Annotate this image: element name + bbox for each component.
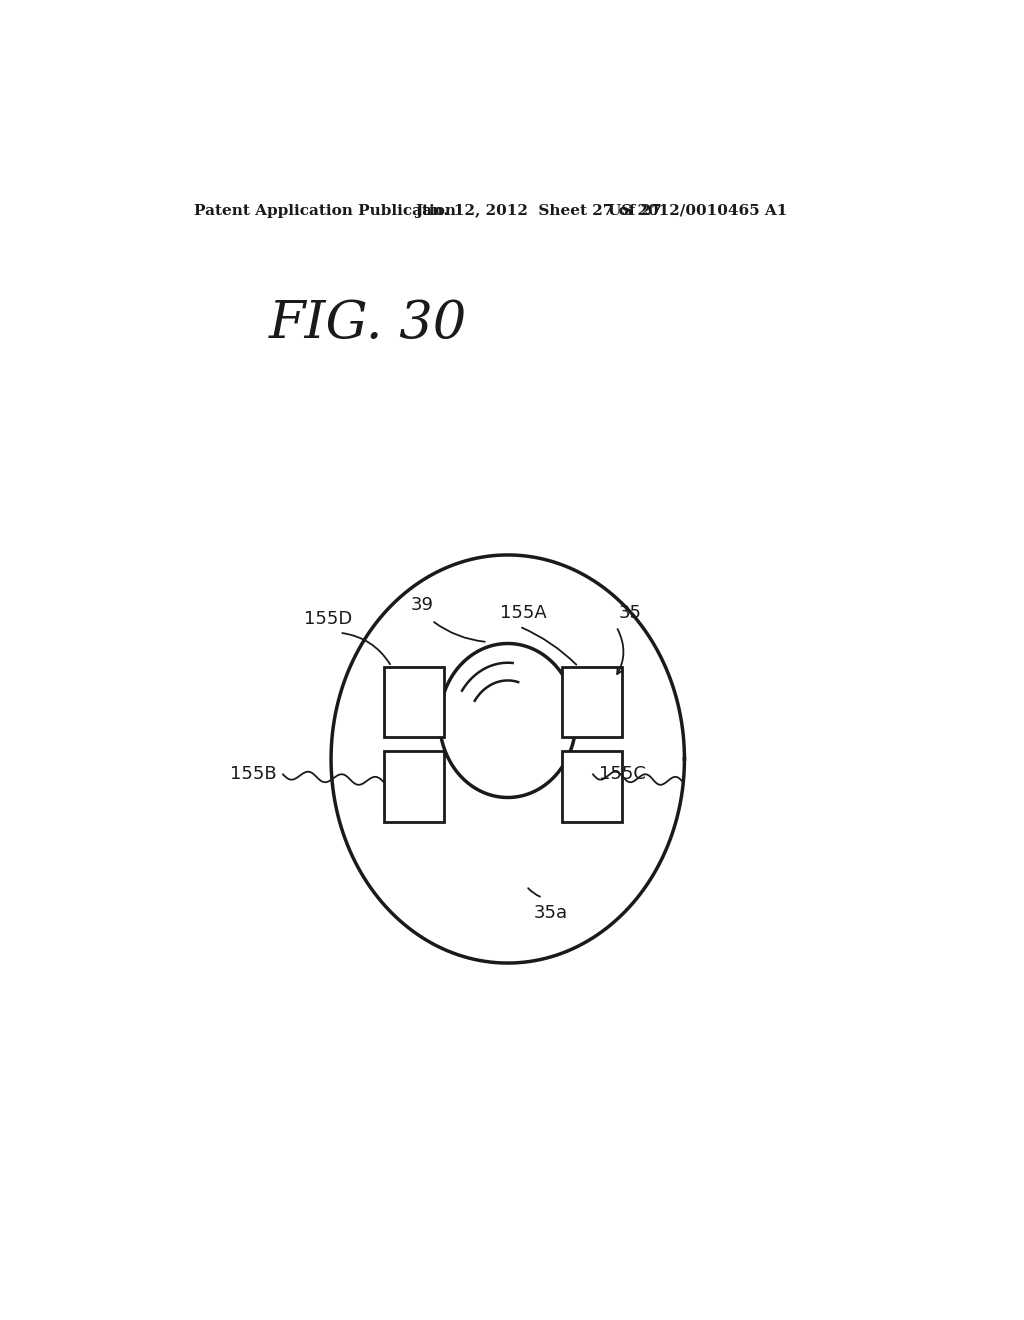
Text: 155B: 155B — [230, 766, 276, 783]
Text: 39: 39 — [411, 597, 434, 614]
Bar — [562, 667, 623, 738]
Text: Patent Application Publication: Patent Application Publication — [194, 203, 456, 218]
Text: 35: 35 — [618, 603, 642, 622]
Text: FIG. 30: FIG. 30 — [269, 298, 467, 350]
Bar — [562, 751, 623, 822]
Bar — [384, 751, 444, 822]
Text: 155A: 155A — [500, 603, 547, 622]
Bar — [384, 667, 444, 738]
Text: 155C: 155C — [599, 766, 646, 783]
Text: US 2012/0010465 A1: US 2012/0010465 A1 — [608, 203, 787, 218]
Text: 35a: 35a — [534, 904, 567, 921]
Text: 155D: 155D — [304, 610, 352, 628]
Text: Jan. 12, 2012  Sheet 27 of 27: Jan. 12, 2012 Sheet 27 of 27 — [415, 203, 662, 218]
